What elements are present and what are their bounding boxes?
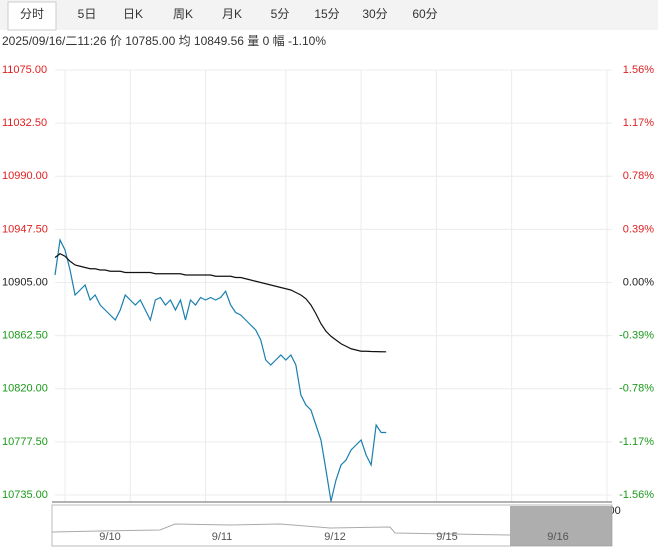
navigator-trace	[51, 523, 511, 536]
tab[interactable]: 周K	[173, 7, 193, 21]
y2-tick-label: 0.00%	[623, 276, 654, 288]
tab[interactable]: 分时	[20, 7, 44, 21]
y-tick-label: 10862.50	[2, 330, 48, 342]
y-tick-label: 10735.00	[2, 489, 48, 501]
navigator-selection[interactable]	[510, 506, 612, 546]
y2-tick-label: -0.39%	[619, 330, 654, 342]
y-tick-label: 11032.50	[2, 117, 47, 129]
info-line: 2025/09/16/二11:26 价 10785.00 均 10849.56 …	[2, 33, 326, 48]
tab[interactable]: 5分	[271, 7, 290, 21]
y2-tick-label: -0.78%	[619, 383, 654, 395]
tabs: 分时 5日 日K 周K 月K 5分 15分 30分 60分	[20, 7, 438, 21]
tab[interactable]: 30分	[362, 7, 387, 21]
tab[interactable]: 5日	[78, 7, 97, 21]
navigator-label: 9/10	[99, 531, 120, 543]
navigator-label: 9/12	[324, 531, 345, 543]
y-tick-label: 10905.00	[2, 276, 48, 288]
tab-bar	[0, 0, 658, 30]
y2-tick-label: -1.17%	[619, 436, 654, 448]
y-tick-label: 11075.00	[2, 64, 47, 76]
tab[interactable]: 60分	[412, 7, 437, 21]
y-tick-label: 10990.00	[2, 170, 48, 182]
y2-tick-label: 1.17%	[623, 117, 654, 129]
tab[interactable]: 日K	[123, 7, 143, 21]
series-line	[54, 253, 387, 353]
y2-tick-label: 1.56%	[623, 64, 654, 76]
navigator-label: 9/11	[212, 531, 233, 543]
grid	[55, 69, 612, 502]
labels: 11075.00 11032.50 10990.00 10947.50 10905.00…	[2, 64, 654, 517]
tab[interactable]: 15分	[314, 7, 339, 21]
active-tab-box	[7, 1, 57, 31]
y-tick-label: 10820.00	[2, 383, 48, 395]
y2-tick-label: 0.39%	[623, 223, 654, 235]
y-tick-label: 10947.50	[2, 223, 48, 235]
lines	[54, 238, 387, 502]
navigator-label: 9/15	[436, 531, 457, 543]
y-tick-label: 10777.50	[2, 436, 48, 448]
tab[interactable]: 月K	[222, 7, 242, 21]
y2-tick-label: 0.78%	[623, 170, 654, 182]
series-line	[54, 238, 387, 502]
navigator-labels: 9/10 9/11 9/12 9/15 9/16	[99, 531, 568, 543]
y2-tick-label: -1.56%	[619, 489, 654, 501]
navigator-label: 9/16	[547, 531, 568, 543]
